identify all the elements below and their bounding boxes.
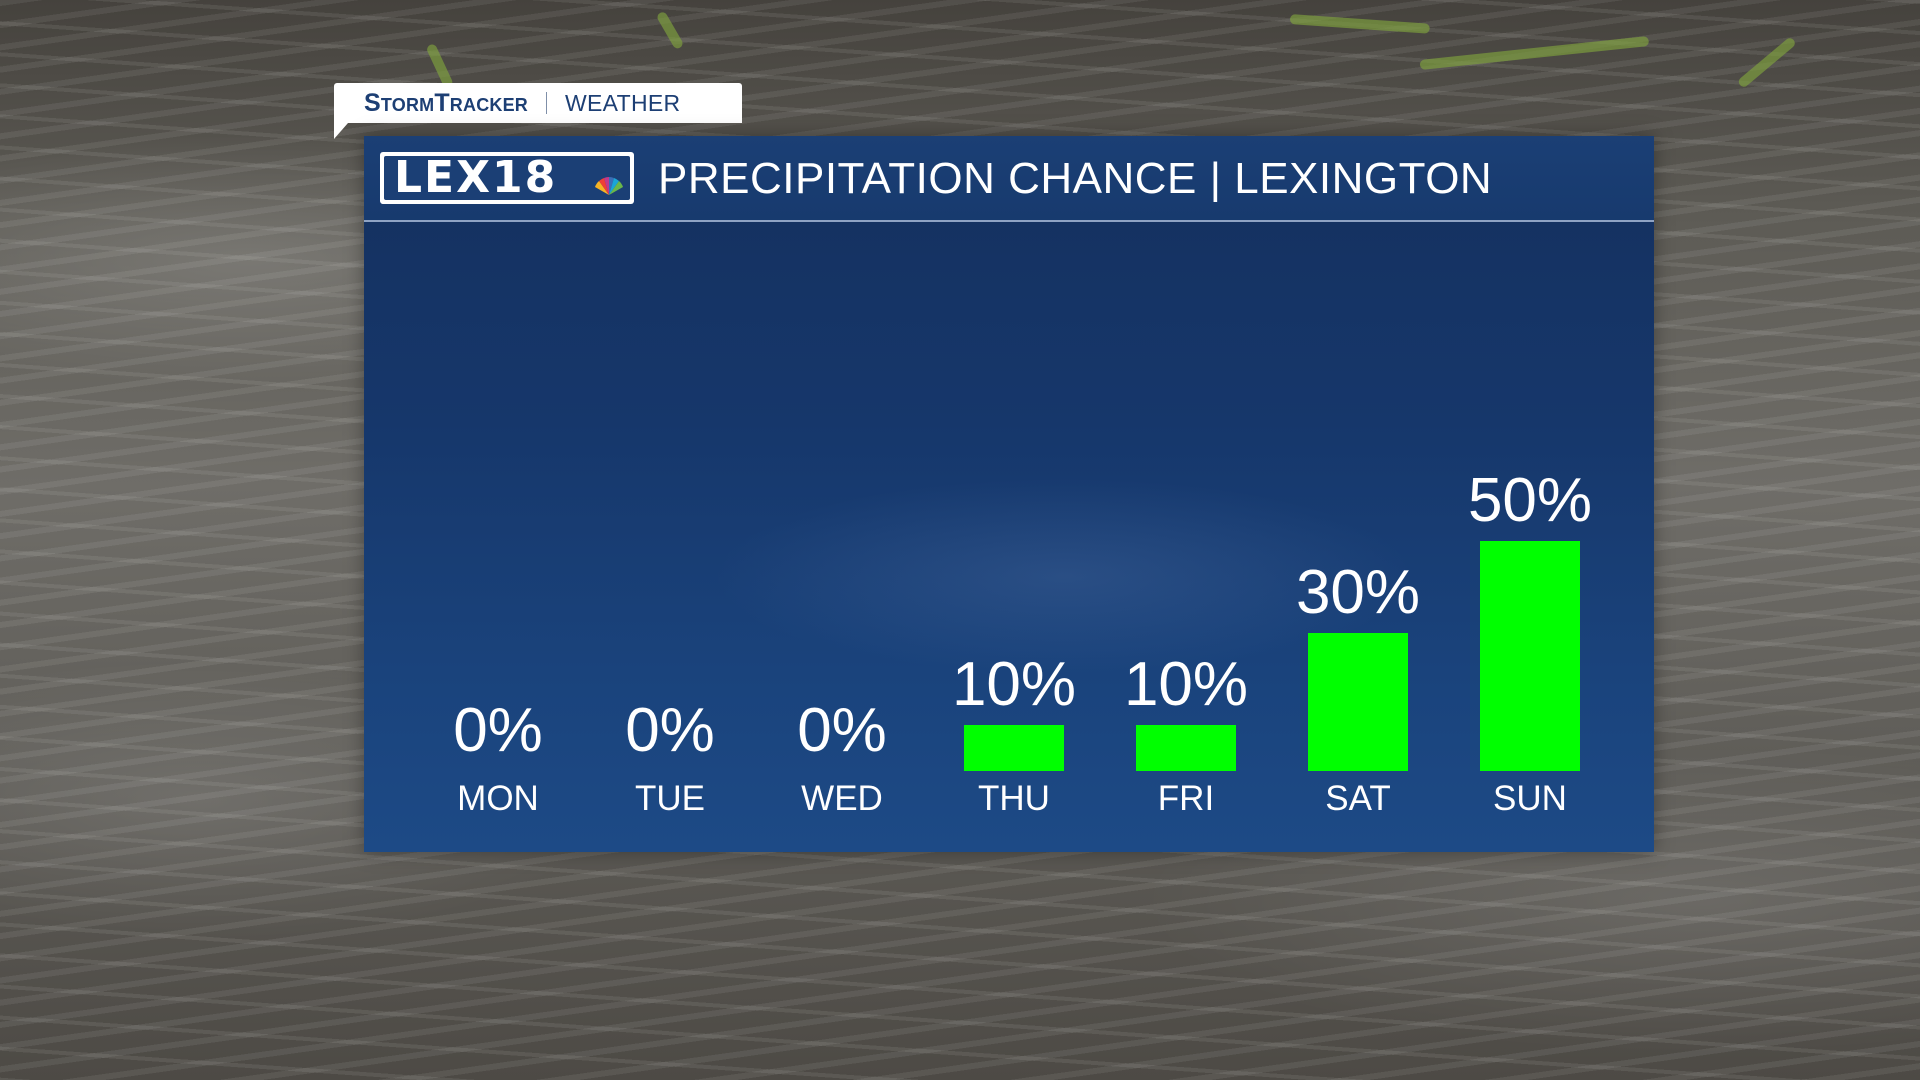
value-label-sat: 30% xyxy=(1296,558,1420,627)
day-label-mon: MON xyxy=(457,779,539,818)
day-label-sun: SUN xyxy=(1493,779,1567,818)
precip-bar-sat xyxy=(1308,633,1408,771)
value-label-thu: 10% xyxy=(952,650,1076,719)
background-grass-blade xyxy=(425,42,454,89)
background-grass-blade xyxy=(1419,35,1650,70)
day-label-wed: WED xyxy=(801,779,883,818)
value-label-wed: 0% xyxy=(797,696,887,765)
precip-bar-sun xyxy=(1480,541,1580,771)
peacock-icon xyxy=(595,177,623,195)
lex18-logo-plate: LEX18 xyxy=(384,156,630,200)
chart-title: PRECIPITATION CHANCE | LEXINGTON xyxy=(658,154,1493,203)
day-label-thu: THU xyxy=(978,779,1050,818)
value-label-sun: 50% xyxy=(1468,466,1592,535)
lex18-logo-text: LEX18 xyxy=(394,152,558,203)
value-label-fri: 10% xyxy=(1124,650,1248,719)
day-label-tue: TUE xyxy=(635,779,705,818)
brand-name: StormTracker xyxy=(364,88,529,117)
brand-separator xyxy=(546,92,548,114)
lex18-logo: LEX18 xyxy=(380,152,634,204)
day-label-fri: FRI xyxy=(1158,779,1214,818)
stormtracker-weather-tab: StormTracker WEATHER xyxy=(334,83,742,139)
value-label-tue: 0% xyxy=(625,696,715,765)
day-label-sat: SAT xyxy=(1325,779,1390,818)
precip-bar-thu xyxy=(964,725,1064,771)
background-grass-blade xyxy=(1736,36,1797,89)
background-grass-blade xyxy=(1289,14,1431,34)
value-label-mon: 0% xyxy=(453,696,543,765)
panel-header: LEX18 PRECIPITATION CHANCE | LEXINGTON xyxy=(364,136,1654,222)
precipitation-bar-chart: 0% MON 0% TUE 0% WED 10% THU 10% FRI 30% SAT 50% SUN xyxy=(453,466,1592,818)
brand-section: WEATHER xyxy=(565,89,681,116)
background-grass-blade xyxy=(655,10,685,51)
precipitation-chart-panel: LEX18 PRECIPITATION CHANCE | LEXINGTON 0… xyxy=(364,136,1654,852)
precip-bar-fri xyxy=(1136,725,1236,771)
